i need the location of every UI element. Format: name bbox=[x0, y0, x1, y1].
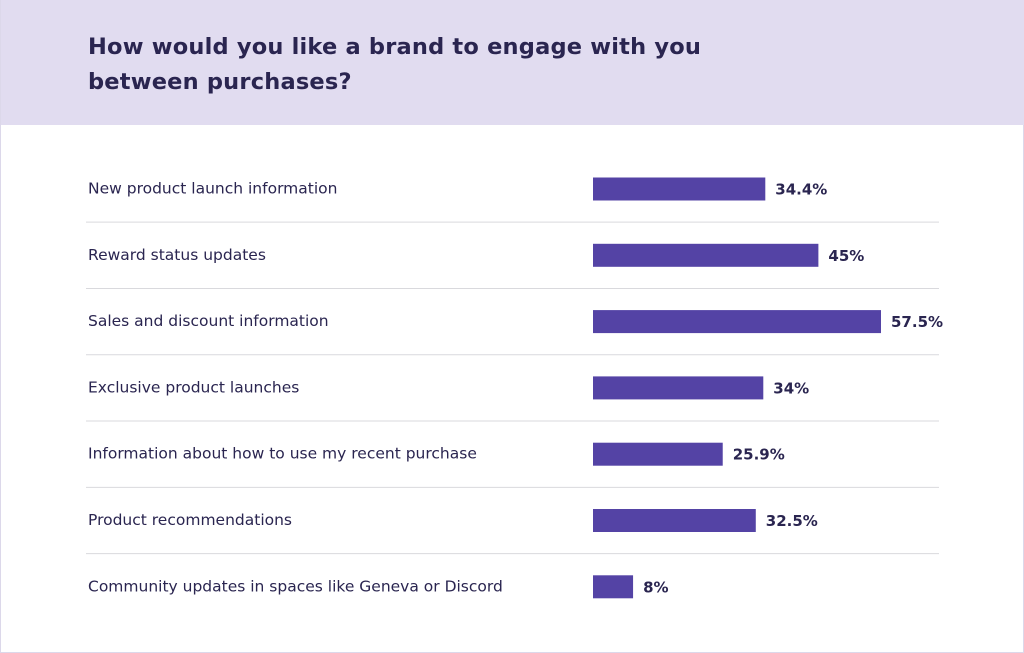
bar bbox=[593, 442, 723, 466]
value-label: 34% bbox=[773, 379, 809, 397]
bar bbox=[593, 310, 881, 334]
bar-chart: New product launch information 34.4% Rewar… bbox=[86, 177, 943, 599]
chart-title: How would you like a brand to engage wit… bbox=[88, 34, 702, 95]
header-band: How would you like a brand to engage wit… bbox=[1, 0, 1024, 125]
value-label: 8% bbox=[643, 578, 668, 596]
category-label: Sales and discount information bbox=[88, 312, 329, 330]
category-label: New product launch information bbox=[88, 180, 337, 198]
value-label: 32.5% bbox=[766, 512, 818, 530]
value-label: 57.5% bbox=[891, 313, 943, 331]
bar bbox=[593, 177, 766, 201]
category-label: Exclusive product launches bbox=[88, 378, 299, 396]
category-label: Community updates in spaces like Geneva … bbox=[88, 577, 503, 595]
bar bbox=[593, 575, 634, 599]
value-label: 34.4% bbox=[775, 181, 827, 199]
category-label: Information about how to use my recent p… bbox=[88, 445, 477, 463]
bar bbox=[593, 509, 756, 532]
value-label: 25.9% bbox=[733, 446, 785, 464]
bar bbox=[593, 243, 819, 267]
bar bbox=[593, 376, 764, 400]
value-label: 45% bbox=[828, 247, 864, 265]
category-label: Product recommendations bbox=[88, 511, 292, 529]
category-label: Reward status updates bbox=[88, 246, 266, 264]
